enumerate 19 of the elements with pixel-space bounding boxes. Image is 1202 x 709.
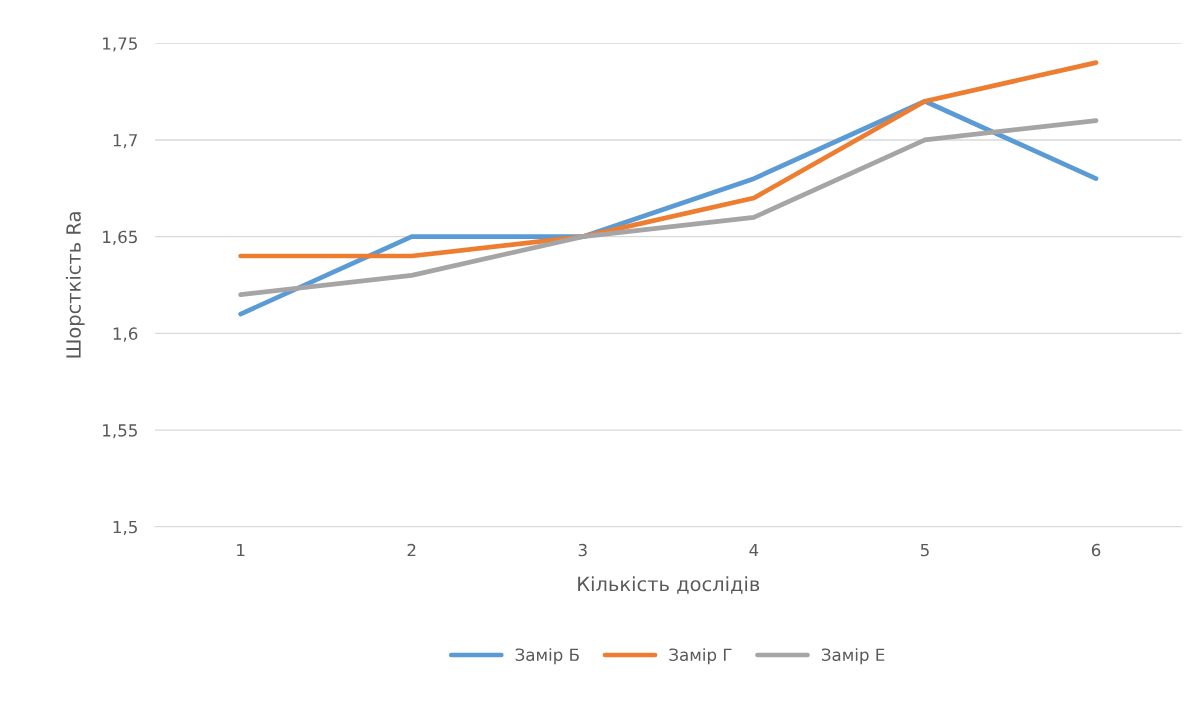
y-tick-label: 1,5	[113, 520, 137, 536]
x-tick-label: 3	[578, 543, 587, 557]
x-tick-label: 4	[749, 543, 759, 557]
x-tick-label: 6	[1091, 543, 1101, 557]
y-tick-label: 1,55	[103, 424, 137, 439]
legend-label: Замір Г	[669, 648, 732, 665]
y-tick-label: 1,6	[113, 327, 138, 342]
line-series	[238, 118, 1099, 298]
x-tick-label: 1	[237, 543, 245, 557]
x-axis-title: Кількість дослідів	[578, 576, 760, 594]
y-tick-label: 1,65	[103, 230, 137, 245]
y-tick-label: 1,75	[103, 37, 137, 52]
legend-label: Замір Б	[515, 648, 579, 665]
line-series	[238, 60, 1099, 259]
x-tick-label: 2	[407, 543, 416, 557]
legend-label: Замір Е	[821, 648, 885, 665]
x-tick-label: 5	[920, 543, 929, 557]
y-tick-label: 1,7	[113, 134, 137, 149]
y-axis-title: Шорсткість Ra	[65, 212, 85, 358]
